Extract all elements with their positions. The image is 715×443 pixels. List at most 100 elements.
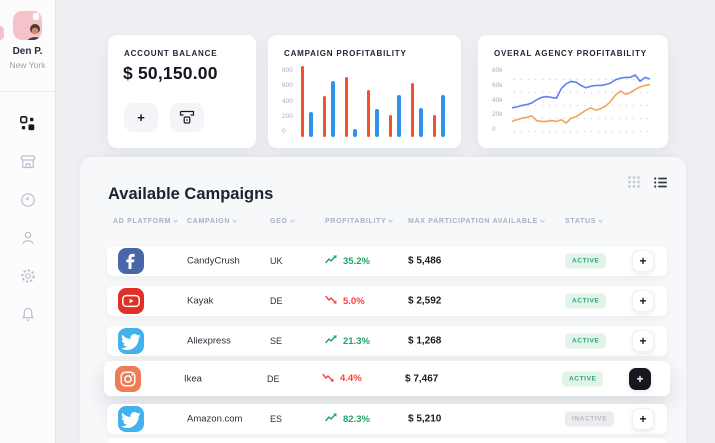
add-campaign-button[interactable]: + xyxy=(632,408,654,430)
bar-ytick: 600 xyxy=(282,82,293,90)
bar-red xyxy=(300,65,305,137)
column-header-status[interactable]: STATUS xyxy=(565,217,604,225)
bar-red xyxy=(366,90,371,137)
avatar[interactable] xyxy=(13,11,42,40)
grid-view-icon[interactable] xyxy=(626,174,642,190)
status-badge: INACTIVE xyxy=(565,411,615,427)
profitability-cell: 4.4% xyxy=(322,373,362,385)
bar-ytick: 0 xyxy=(282,128,286,135)
user-name: Den P. xyxy=(12,46,43,57)
campaign-name: Ikea xyxy=(184,373,202,384)
sort-icon xyxy=(540,217,545,225)
sidebar-item-dashboard[interactable] xyxy=(17,114,39,136)
sort-icon xyxy=(232,217,238,225)
agency-profitability-card: OVERAL AGENCY PROFITABILITY 80k 60k 40k 20k… xyxy=(478,35,668,148)
bar-group xyxy=(344,76,357,137)
facebook-icon xyxy=(118,248,144,274)
profitability-cell: 82.3% xyxy=(325,413,370,425)
bar-red xyxy=(410,82,415,137)
sidebar-item-gear[interactable] xyxy=(17,266,39,288)
instagram-icon xyxy=(115,365,141,392)
withdraw-button[interactable] xyxy=(170,103,204,132)
status-badge: ACTIVE xyxy=(565,293,607,309)
add-campaign-button[interactable]: + xyxy=(632,290,654,312)
column-header-ad-platform[interactable]: AD PLATFORM xyxy=(113,217,179,225)
sidebar-item-person[interactable] xyxy=(17,228,39,250)
bar-red xyxy=(322,96,327,137)
sidebar-item-bell[interactable] xyxy=(17,304,39,326)
page-title: Available Campaigns xyxy=(108,184,274,203)
sort-icon xyxy=(598,217,604,225)
store-icon xyxy=(20,154,36,173)
profitability-cell: 35.2% xyxy=(325,255,370,267)
line-ytick: 40k xyxy=(492,96,503,104)
line-ytick: 80k xyxy=(492,67,503,74)
sidebar-item-clock[interactable] xyxy=(17,190,39,212)
table-row-partial xyxy=(107,438,667,443)
plus-icon: + xyxy=(639,254,647,268)
status-badge: ACTIVE xyxy=(565,333,607,349)
line-chart-title: OVERAL AGENCY PROFITABILITY xyxy=(494,49,647,58)
line-chart-plot xyxy=(510,69,653,135)
add-campaign-button[interactable]: + xyxy=(632,330,654,352)
plus-icon: + xyxy=(639,294,647,308)
campaign-profitability-card: CAMPAIGN PROFITABILITY 800 600 400 200 0 xyxy=(268,35,461,148)
column-header-profitability[interactable]: PROFITABILITY xyxy=(325,217,394,225)
bar-blue xyxy=(419,108,423,137)
list-view-icon[interactable] xyxy=(652,174,668,190)
bar-ytick: 400 xyxy=(282,97,293,105)
max-participation-value: $ 5,486 xyxy=(408,255,442,267)
bar-chart-yticks: 800 600 400 200 0 xyxy=(282,67,293,135)
bar-blue xyxy=(375,109,379,137)
bar-red xyxy=(388,114,393,137)
bar-blue xyxy=(397,94,401,137)
bar-group xyxy=(322,80,335,137)
sort-icon xyxy=(289,217,295,225)
bar-red xyxy=(432,114,437,137)
status-badge: ACTIVE xyxy=(562,371,604,386)
column-header-max-participation-available[interactable]: MAX PARTICIPATION AVAILABLE xyxy=(408,217,545,225)
trend-down-icon xyxy=(325,295,338,307)
trend-up-icon xyxy=(325,413,338,425)
bar-group xyxy=(388,94,401,137)
bar-red xyxy=(344,76,349,137)
table-row[interactable]: Kayak DE 5.0% $ 2,592 ACTIVE + xyxy=(107,286,667,316)
table-row[interactable]: Aliexpress SE 21.3% $ 1,268 ACTIVE + xyxy=(107,326,667,356)
twitter-icon xyxy=(118,406,144,432)
trend-up-icon xyxy=(325,255,338,267)
plus-icon: + xyxy=(639,334,647,348)
profitability-value: 35.2% xyxy=(343,255,370,267)
add-campaign-button[interactable]: + xyxy=(629,367,651,390)
line-series-orange xyxy=(512,83,651,124)
max-participation-value: $ 1,268 xyxy=(408,335,442,347)
bar-group xyxy=(300,65,313,137)
campaign-name: Kayak xyxy=(187,295,214,307)
add-funds-button[interactable]: + xyxy=(124,103,158,132)
add-campaign-button[interactable]: + xyxy=(632,250,654,272)
column-header-campaign[interactable]: CAMPAIGN xyxy=(187,217,238,225)
trend-down-icon xyxy=(322,373,335,385)
table-row[interactable]: CandyCrush UK 35.2% $ 5,486 ACTIVE + xyxy=(107,246,667,276)
column-label: PROFITABILITY xyxy=(325,217,387,225)
bar-blue xyxy=(309,112,313,137)
max-participation-value: $ 2,592 xyxy=(408,295,442,307)
profitability-value: 5.0% xyxy=(343,295,365,307)
plus-icon: + xyxy=(137,110,145,125)
profitability-value: 82.3% xyxy=(343,413,370,425)
column-header-geo[interactable]: GEO xyxy=(270,217,295,225)
balance-card-title: ACCOUNT BALANCE xyxy=(124,49,218,58)
max-participation-value: $ 5,210 xyxy=(408,413,442,425)
sidebar: Den P. New York xyxy=(0,0,55,443)
geo-value: SE xyxy=(270,336,283,346)
profitability-cell: 21.3% xyxy=(325,335,370,347)
account-balance-card: ACCOUNT BALANCE $ 50,150.00 + xyxy=(108,35,256,148)
table-row[interactable]: Amazon.com ES 82.3% $ 5,210 INACTIVE + xyxy=(107,404,667,434)
sidebar-item-store[interactable] xyxy=(17,152,39,174)
geo-value: DE xyxy=(267,373,280,384)
campaign-name: Amazon.com xyxy=(187,413,243,425)
profitability-value: 4.4% xyxy=(340,373,362,384)
line-ytick: 0 xyxy=(492,126,496,133)
column-label: AD PLATFORM xyxy=(113,217,172,225)
table-row[interactable]: Ikea DE 4.4% $ 7,467 ACTIVE + xyxy=(104,361,670,396)
status-badge: ACTIVE xyxy=(565,253,607,269)
